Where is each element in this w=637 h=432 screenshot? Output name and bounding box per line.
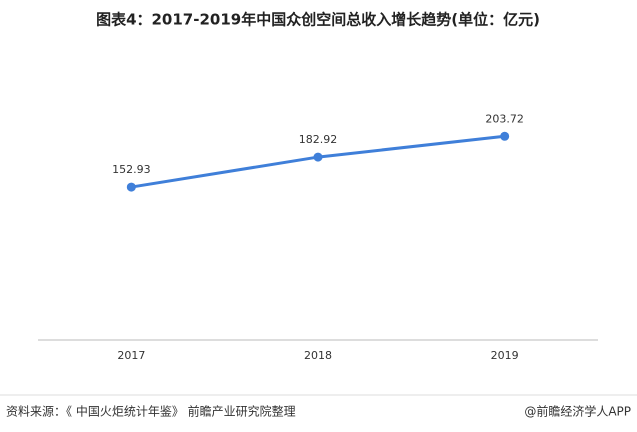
x-tick-label: 2018 — [304, 349, 332, 362]
x-tick-label: 2019 — [491, 349, 519, 362]
value-label: 152.93 — [112, 163, 151, 176]
source: 资料来源：《 中国火炬统计年鉴》 前瞻产业研究院整理 — [6, 404, 296, 419]
credit: @前瞻经济学人APP — [524, 404, 631, 419]
point — [126, 182, 136, 192]
point — [313, 152, 323, 162]
x-tick-label: 2017 — [117, 349, 145, 362]
value-label: 182.92 — [299, 133, 338, 146]
chart-title: 图表4：2017-2019年中国众创空间总收入增长趋势(单位：亿元) — [96, 11, 540, 29]
value-label: 203.72 — [485, 112, 524, 125]
point — [500, 131, 510, 141]
